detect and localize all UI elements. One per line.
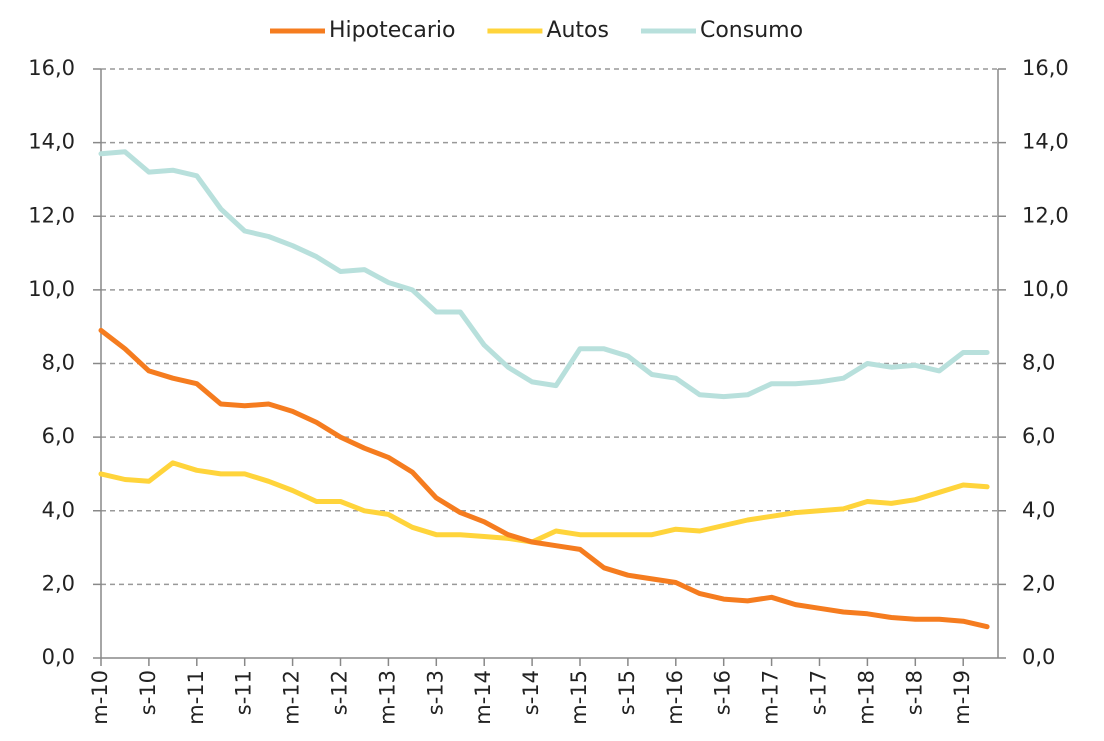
x-tick-label: m-15 (567, 670, 591, 725)
y2-tick-label: 0,0 (1022, 645, 1055, 669)
y-tick-label: 2,0 (42, 571, 75, 595)
legend-label: Hipotecario (329, 18, 455, 43)
x-tick-label: s-12 (328, 670, 352, 715)
x-tick-label: s-14 (519, 670, 543, 715)
x-tick-label: m-19 (950, 670, 974, 725)
x-tick-label: m-16 (663, 670, 687, 725)
y2-tick-label: 8,0 (1022, 351, 1055, 375)
x-tick-label: m-17 (759, 670, 783, 725)
y-tick-label: 12,0 (28, 203, 75, 227)
legend-label: Autos (546, 18, 609, 43)
x-tick-label: m-12 (280, 670, 304, 725)
y-tick-label: 6,0 (42, 424, 75, 448)
x-tick-label: s-17 (807, 670, 831, 715)
line-series (98, 149, 990, 400)
line-series (98, 327, 990, 630)
y-tick-label: 0,0 (42, 645, 75, 669)
y2-tick-label: 12,0 (1022, 203, 1069, 227)
y2-tick-label: 16,0 (1022, 56, 1069, 80)
x-tick-label: s-13 (423, 670, 447, 715)
y2-tick-label: 2,0 (1022, 571, 1055, 595)
y2-tick-label: 10,0 (1022, 277, 1069, 301)
x-tick-label: s-10 (136, 670, 160, 715)
y2-tick-label: 4,0 (1022, 498, 1055, 522)
legend: Hipotecario Autos Consumo (270, 18, 803, 43)
x-tick-label: s-11 (232, 670, 256, 715)
legend-label: Consumo (700, 18, 803, 43)
y-tick-label: 14,0 (28, 130, 75, 154)
y2-tick-label: 14,0 (1022, 130, 1069, 154)
x-tick-label: s-15 (615, 670, 639, 715)
x-tick-label: m-18 (854, 670, 878, 725)
x-tick-label: m-10 (88, 670, 112, 725)
x-tick-label: s-16 (711, 670, 735, 715)
y-tick-label: 4,0 (42, 498, 75, 522)
x-tick-label: m-14 (471, 670, 495, 725)
y-tick-label: 16,0 (28, 56, 75, 80)
y2-tick-label: 6,0 (1022, 424, 1055, 448)
y-tick-label: 8,0 (42, 351, 75, 375)
x-tick-label: m-11 (184, 670, 208, 725)
x-tick-label: m-13 (375, 670, 399, 725)
line-series (98, 460, 990, 545)
x-tick-label: s-18 (902, 670, 926, 715)
y-tick-label: 10,0 (28, 277, 75, 301)
